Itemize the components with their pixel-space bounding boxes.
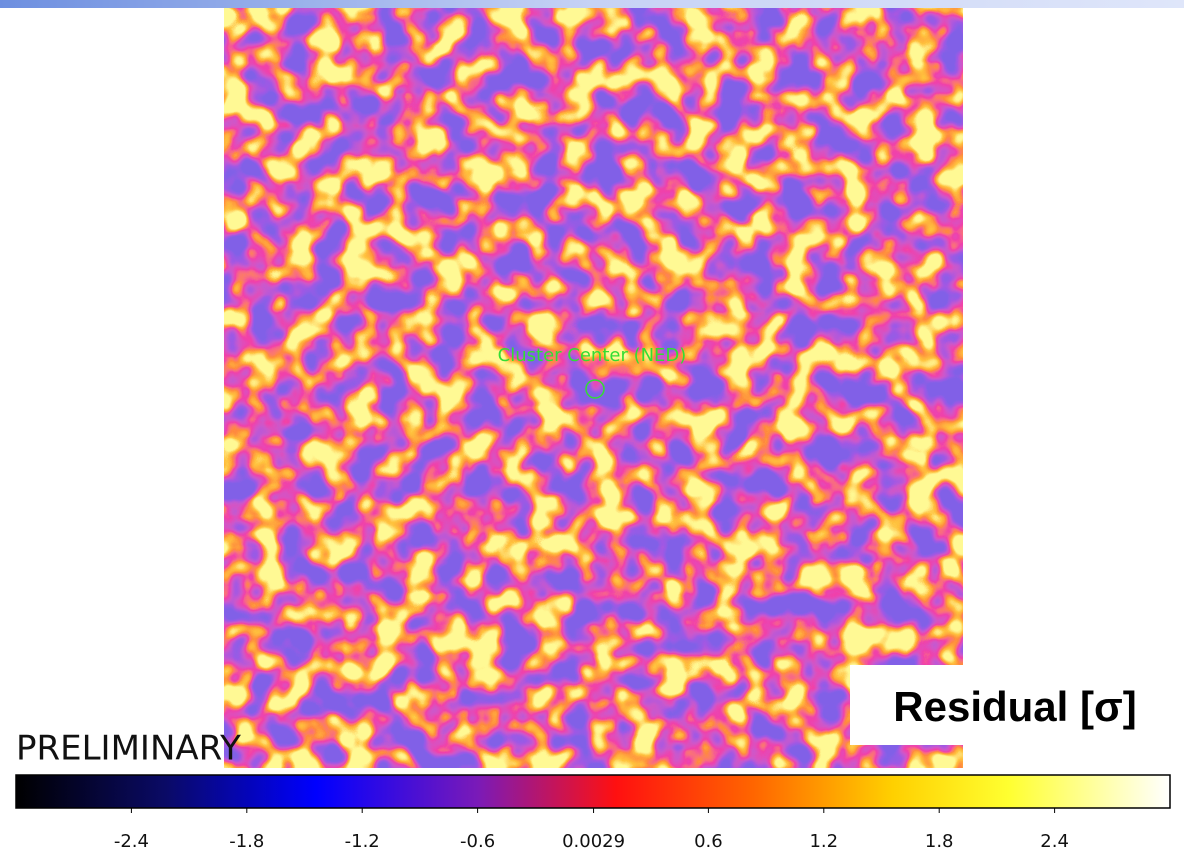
tick-label: -2.4 bbox=[114, 831, 149, 852]
tick-label: -1.2 bbox=[345, 831, 380, 852]
colorbar-label: Residual [σ] bbox=[893, 683, 1136, 730]
annotation: Cluster Center (NED) bbox=[498, 345, 687, 366]
colorbar bbox=[15, 774, 1171, 809]
tick-label: 0.6 bbox=[694, 831, 723, 852]
residual-map bbox=[224, 8, 963, 768]
tick-label: -1.8 bbox=[229, 831, 264, 852]
cluster-center-marker bbox=[585, 379, 605, 399]
header-strip bbox=[0, 0, 1184, 8]
tick-label: 1.8 bbox=[925, 831, 954, 852]
tick-label: 1.2 bbox=[809, 831, 838, 852]
watermark: PRELIMINARY bbox=[16, 729, 241, 769]
label-box bbox=[850, 665, 1176, 745]
tick-label: -0.6 bbox=[460, 831, 495, 852]
tick-label: 0.0029 bbox=[562, 831, 625, 852]
tick-label: 2.4 bbox=[1040, 831, 1069, 852]
